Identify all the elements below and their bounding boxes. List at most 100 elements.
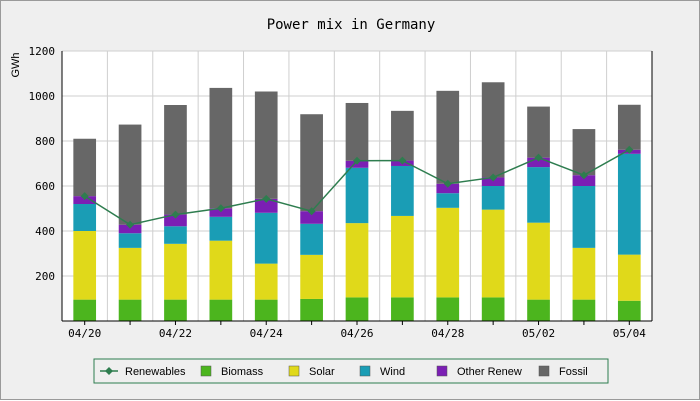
legend-label: Renewables — [125, 366, 186, 378]
bar-solar — [209, 240, 233, 300]
bar-fossil — [254, 91, 278, 199]
bar-solar — [118, 247, 142, 300]
bar-fossil — [300, 114, 323, 212]
bar-other-renew — [436, 183, 460, 194]
bar-biomass — [345, 297, 369, 321]
bar-wind — [391, 165, 414, 216]
bar-biomass — [118, 299, 142, 321]
y-tick-label: 400 — [35, 225, 55, 238]
legend-box-swatch — [288, 365, 300, 377]
renewables-point — [579, 171, 588, 180]
bar-fossil — [481, 82, 505, 178]
renewables-point — [216, 204, 225, 213]
bar-other-renew — [164, 214, 187, 227]
bar-fossil — [527, 106, 550, 158]
renewables-point — [307, 207, 316, 216]
bar-wind — [617, 153, 641, 255]
bar-solar — [300, 254, 323, 299]
bar-wind — [345, 167, 369, 224]
x-tick-label: 04/20 — [68, 327, 101, 340]
bar-other-renew — [209, 208, 233, 217]
bar-wind — [436, 193, 460, 208]
bar-other-renew — [572, 175, 596, 186]
bar-wind — [164, 226, 187, 244]
legend-box-swatch — [200, 365, 212, 377]
legend-label: Wind — [380, 366, 405, 378]
bar-wind — [118, 233, 142, 248]
x-tick-label: 05/02 — [522, 327, 555, 340]
bar-fossil — [345, 102, 369, 161]
bar-biomass — [617, 300, 641, 321]
renewables-point — [126, 220, 135, 229]
bar-biomass — [481, 297, 505, 321]
bar-biomass — [527, 299, 550, 321]
bar-solar — [345, 223, 369, 298]
bar-solar — [436, 207, 460, 298]
legend-box — [93, 358, 609, 384]
renewables-point — [80, 192, 89, 201]
bar-solar — [481, 209, 505, 298]
bar-biomass — [572, 299, 596, 321]
bar-solar — [164, 243, 187, 300]
bar-biomass — [391, 297, 414, 321]
y-tick-label: 800 — [35, 135, 55, 148]
x-tick-label: 04/24 — [250, 327, 283, 340]
bar-fossil — [617, 104, 641, 150]
x-tick-label: 04/26 — [340, 327, 373, 340]
legend-box-swatch — [359, 365, 371, 377]
bar-wind — [300, 223, 323, 255]
legend-label: Other Renew — [457, 366, 522, 378]
bar-wind — [481, 186, 505, 210]
bar-fossil — [572, 129, 596, 176]
bar-solar — [391, 215, 414, 298]
y-axis-label: GWh — [10, 52, 22, 77]
bar-biomass — [300, 298, 323, 321]
bar-fossil — [118, 124, 142, 225]
bar-wind — [209, 216, 233, 241]
legend-label: Solar — [309, 366, 335, 378]
bar-other-renew — [118, 224, 142, 234]
legend-label: Biomass — [221, 366, 264, 378]
renewables-point — [262, 194, 271, 203]
bar-biomass — [436, 297, 460, 321]
x-tick-label: 04/28 — [431, 327, 464, 340]
legend-box-swatch — [436, 365, 448, 377]
renewables-point — [171, 210, 180, 219]
bar-biomass — [164, 299, 187, 321]
bar-other-renew — [481, 177, 505, 186]
bar-solar — [73, 231, 97, 300]
bar-wind — [572, 186, 596, 248]
renewables-point — [625, 145, 634, 154]
legend-box-swatch — [538, 365, 550, 377]
legend-label: Fossil — [559, 366, 588, 378]
bar-wind — [254, 212, 278, 264]
renewables-point — [489, 173, 498, 182]
plot-area: 200 400 600 800 1000 1200 04/20 04/22 04/24 04/26… — [29, 45, 653, 340]
bar-solar — [572, 247, 596, 300]
x-tick-label: 04/22 — [159, 327, 192, 340]
bar-wind — [527, 167, 550, 223]
y-tick-label: 1000 — [29, 90, 56, 103]
bar-wind — [73, 204, 97, 231]
bar-other-renew — [300, 211, 323, 224]
y-tick-label: 600 — [35, 180, 55, 193]
renewables-point — [443, 179, 452, 188]
bar-fossil — [73, 138, 97, 197]
renewables-point — [398, 156, 407, 165]
chart-title: Power mix in Germany — [267, 17, 436, 33]
bar-solar — [527, 222, 550, 300]
bar-biomass — [209, 299, 233, 321]
bar-fossil — [164, 105, 187, 215]
bar-fossil — [209, 87, 233, 209]
bar-solar — [254, 263, 278, 300]
renewables-point — [534, 153, 543, 162]
bar-other-renew — [254, 198, 278, 213]
bar-biomass — [73, 299, 97, 321]
x-tick-label: 05/04 — [613, 327, 646, 340]
legend-diamond-swatch — [105, 367, 113, 375]
bar-fossil — [391, 110, 414, 161]
y-tick-label: 200 — [35, 270, 55, 283]
legend: Renewables Biomass Solar Wind Other Renew Fos… — [93, 358, 609, 384]
